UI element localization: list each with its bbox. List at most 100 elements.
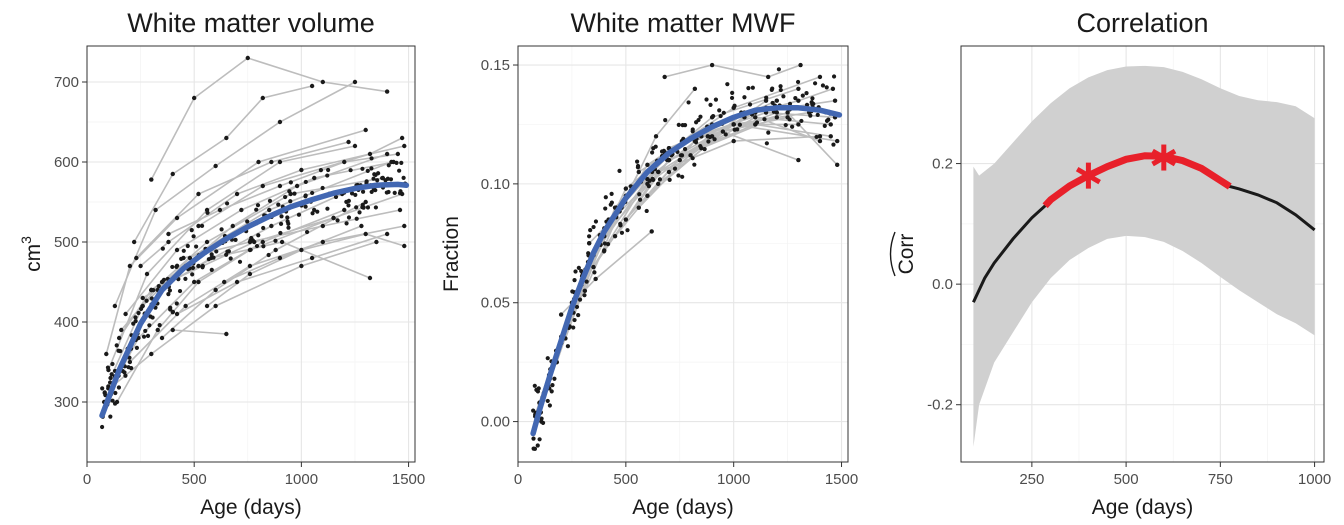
observation-point xyxy=(552,376,557,381)
observation-point xyxy=(388,177,394,182)
observation-point xyxy=(750,85,755,90)
observation-point xyxy=(104,351,109,357)
observation-point xyxy=(214,249,219,254)
observation-point xyxy=(698,144,703,149)
observation-point xyxy=(174,215,180,221)
x-tick-label: 1500 xyxy=(392,471,425,488)
observation-point xyxy=(796,86,801,91)
observation-point xyxy=(256,159,261,165)
observation-point xyxy=(692,86,698,91)
significant-segment xyxy=(1042,152,1232,209)
observation-point xyxy=(248,247,253,252)
observation-point xyxy=(795,79,801,85)
observation-point xyxy=(118,349,123,354)
y-tick-label: 0.05 xyxy=(481,295,510,312)
observation-point xyxy=(774,115,780,120)
observation-point xyxy=(326,167,331,173)
observation-point xyxy=(369,166,374,171)
observation-point xyxy=(312,207,317,212)
observation-point xyxy=(540,420,546,425)
observation-point xyxy=(266,252,271,258)
observation-point xyxy=(826,117,831,122)
observation-point xyxy=(110,398,115,403)
observation-point xyxy=(587,241,592,246)
observation-point xyxy=(245,219,250,224)
observation-point xyxy=(547,403,552,408)
y-axis-label: Corr xyxy=(895,234,918,275)
observation-point xyxy=(200,265,205,270)
observation-point xyxy=(277,119,283,125)
observation-point xyxy=(609,200,614,205)
observation-point xyxy=(174,311,180,317)
observation-point xyxy=(187,255,193,261)
observation-point xyxy=(706,139,711,144)
observation-point xyxy=(753,115,758,120)
confidence-band xyxy=(973,65,1315,447)
observation-point xyxy=(331,215,336,221)
observation-point xyxy=(144,298,149,303)
observation-point xyxy=(116,385,122,390)
observation-point xyxy=(708,102,713,107)
observation-point xyxy=(828,134,833,139)
observation-point xyxy=(140,295,145,301)
observation-point xyxy=(217,207,223,213)
observation-point xyxy=(183,276,188,281)
y-tick-label: 0.10 xyxy=(481,176,510,193)
observation-point xyxy=(649,229,654,234)
observation-point xyxy=(800,93,805,98)
subject-trajectory xyxy=(543,88,799,394)
observation-point xyxy=(680,174,685,179)
observation-point xyxy=(247,271,253,277)
plot-frame xyxy=(517,45,849,463)
observation-point xyxy=(369,156,374,161)
observation-point xyxy=(373,205,378,210)
observation-point xyxy=(127,263,133,269)
observation-point xyxy=(277,255,283,261)
observation-point xyxy=(698,114,703,119)
observation-point xyxy=(211,255,216,260)
observation-point xyxy=(199,223,205,228)
observation-point xyxy=(587,234,592,239)
observation-point xyxy=(320,79,326,85)
observation-point xyxy=(191,234,196,239)
x-tick-label: 500 xyxy=(613,471,638,488)
observation-point xyxy=(576,312,581,318)
subject-trajectory xyxy=(664,64,801,78)
observation-point xyxy=(285,215,290,220)
observation-point xyxy=(209,267,214,272)
observation-point xyxy=(822,123,827,129)
observation-point xyxy=(787,117,792,122)
observation-point xyxy=(107,380,113,385)
observation-point xyxy=(123,373,128,378)
observation-point xyxy=(294,183,300,189)
observation-point xyxy=(662,74,667,80)
observation-point xyxy=(386,189,391,195)
x-tick-label: 0 xyxy=(83,471,91,488)
observation-point xyxy=(102,390,107,396)
observation-point xyxy=(310,211,315,216)
x-tick-label: 500 xyxy=(1114,471,1139,488)
observation-point xyxy=(582,293,587,298)
observation-point xyxy=(591,224,596,230)
observation-point xyxy=(310,190,315,196)
observation-point xyxy=(279,214,284,219)
observation-point xyxy=(730,90,735,95)
y-tick-label: 700 xyxy=(54,74,79,91)
observation-point xyxy=(353,192,358,198)
observation-point xyxy=(141,334,147,339)
observation-point xyxy=(129,365,134,371)
observation-point xyxy=(239,207,244,213)
observation-point xyxy=(712,137,717,142)
observation-point xyxy=(732,127,737,132)
observation-point xyxy=(702,147,707,152)
observation-point xyxy=(731,122,736,127)
observation-point xyxy=(296,212,302,217)
observation-point xyxy=(277,183,283,189)
observation-point xyxy=(369,189,374,195)
observation-point xyxy=(386,163,391,168)
observation-point xyxy=(588,228,593,233)
observation-point xyxy=(644,208,649,214)
observation-point xyxy=(346,203,351,208)
observation-point xyxy=(179,256,184,261)
x-tick-label: 250 xyxy=(1019,471,1044,488)
